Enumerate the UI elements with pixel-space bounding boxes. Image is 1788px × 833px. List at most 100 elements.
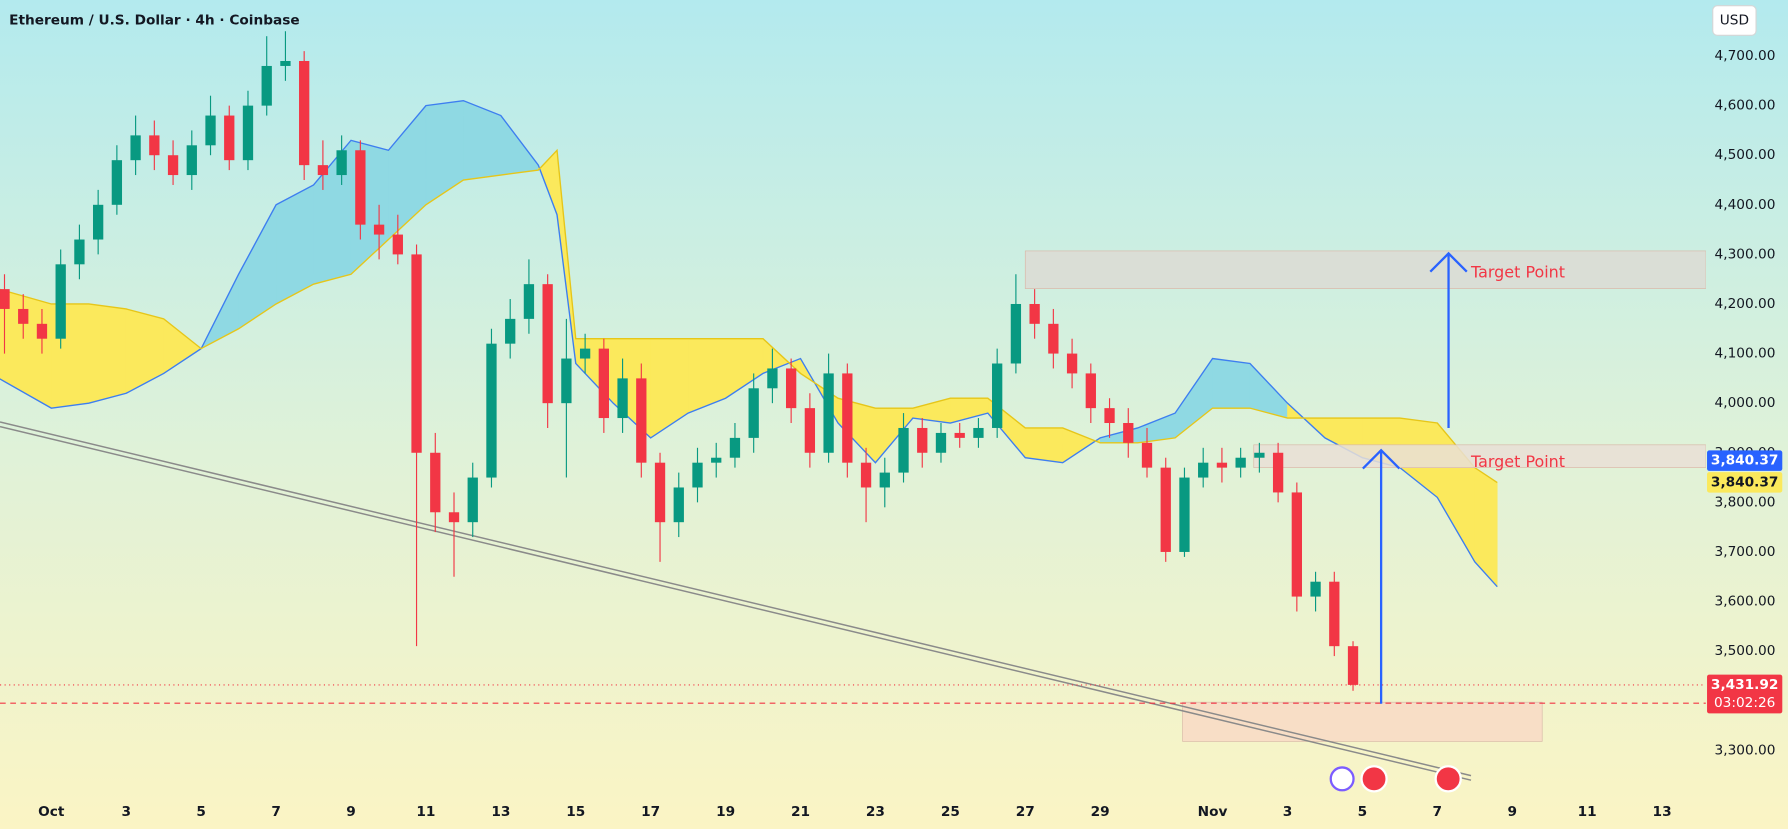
zone <box>1024 250 1706 289</box>
x-tick-label: 7 <box>1433 804 1443 820</box>
trendline <box>0 421 1472 777</box>
candle-body <box>636 378 647 463</box>
event-icon[interactable] <box>1434 765 1462 793</box>
price-label-box <box>1707 450 1783 471</box>
candle-body <box>167 155 179 176</box>
x-tick-label: Nov <box>1198 804 1228 820</box>
candle-body <box>1254 452 1265 458</box>
y-tick-label: 4,700.00 <box>1715 48 1776 64</box>
candle-body <box>673 487 684 523</box>
candle-body <box>767 368 778 389</box>
x-tick-label: 3 <box>121 804 131 820</box>
y-tick-label: 3,500.00 <box>1715 643 1776 659</box>
cloud-fill <box>1212 358 1251 409</box>
cloud-fill <box>1024 427 1064 464</box>
candle-body <box>1291 492 1302 597</box>
event-icon[interactable] <box>1360 765 1388 793</box>
y-tick-label: 4,600.00 <box>1715 98 1776 114</box>
candle-body <box>842 373 853 463</box>
x-tick-label: 9 <box>346 804 356 820</box>
x-tick-label: 11 <box>416 804 435 820</box>
candle-body <box>654 462 666 523</box>
candle-body <box>711 457 722 463</box>
x-tick-label: 27 <box>1016 804 1035 820</box>
candle-body <box>336 150 347 176</box>
candle-body <box>935 432 947 453</box>
candle-body <box>1085 373 1096 409</box>
last-price-label: 3,431.92 <box>1711 677 1778 693</box>
x-tick-label: 13 <box>1653 804 1672 820</box>
y-tick-label: 4,400.00 <box>1715 197 1776 213</box>
candle-body <box>448 512 460 523</box>
x-tick-label: 25 <box>941 804 960 820</box>
candle-body <box>1029 303 1040 324</box>
y-tick-label: 3,300.00 <box>1715 742 1776 758</box>
candle-body <box>505 318 516 344</box>
candle-body <box>617 378 628 419</box>
y-tick-label: 4,300.00 <box>1715 246 1776 262</box>
candle-body <box>729 437 741 458</box>
arrow-head <box>1429 251 1468 273</box>
candle-body <box>1198 462 1209 478</box>
candle-body <box>186 145 197 176</box>
candle-body <box>299 60 310 166</box>
candle-body <box>1141 442 1153 468</box>
candle-body <box>74 239 85 265</box>
currency-button[interactable] <box>1712 5 1757 36</box>
x-tick-label: 15 <box>566 804 585 820</box>
annotation: Target Point <box>1470 452 1565 471</box>
y-tick-label: 4,000.00 <box>1715 395 1776 411</box>
candle-body <box>1104 408 1115 424</box>
x-tick-label: 3 <box>1283 804 1293 820</box>
currency[interactable]: USD <box>1720 13 1749 29</box>
candle-body <box>92 204 104 240</box>
candle-body <box>1066 353 1078 374</box>
candle-body <box>954 432 965 438</box>
candle-body <box>917 427 928 453</box>
y-tick-label: 3,600.00 <box>1715 594 1776 610</box>
x-tick-label: 19 <box>716 804 735 820</box>
candle-body <box>1216 462 1228 468</box>
candle-body <box>879 472 890 488</box>
candle-body <box>261 65 272 106</box>
candle-body <box>36 323 48 339</box>
chart-title: Ethereum / U.S. Dollar · 4h · Coinbase <box>9 13 300 29</box>
countdown: 03:02:26 <box>1714 695 1775 711</box>
annotation: Target Point <box>1470 263 1565 282</box>
candle-body <box>111 160 123 205</box>
x-tick-label: 17 <box>641 804 660 820</box>
candle-body <box>1347 646 1359 685</box>
cloud-line <box>0 148 1498 484</box>
candle-body <box>486 343 497 478</box>
candle-body <box>804 408 816 453</box>
x-tick-label: 21 <box>791 804 810 820</box>
zone <box>1182 701 1543 742</box>
last-price-box <box>1707 674 1783 714</box>
y-tick-label: 3,700.00 <box>1715 544 1776 560</box>
candle-body <box>317 165 329 176</box>
candle-body <box>1310 581 1321 597</box>
candle-body <box>579 348 591 359</box>
candle-body <box>860 462 872 488</box>
plot-area: Target Point Target Point <box>0 31 1706 781</box>
candle-body <box>992 363 1003 428</box>
y-tick-label: 4,500.00 <box>1715 147 1776 163</box>
y-tick-label: 4,200.00 <box>1715 296 1776 312</box>
event-icon[interactable] <box>1329 766 1355 792</box>
candle-body <box>823 373 834 453</box>
candle-body <box>55 264 66 339</box>
candle-body <box>205 115 216 146</box>
x-tick-label: 29 <box>1091 804 1110 820</box>
x-tick-label: 5 <box>196 804 206 820</box>
x-tick-label: 9 <box>1507 804 1517 820</box>
x-tick-label: 13 <box>491 804 510 820</box>
y-tick-label: 4,100.00 <box>1715 346 1776 362</box>
candle-body <box>1329 581 1340 647</box>
candle-body <box>785 368 797 409</box>
candle-body <box>898 427 909 473</box>
x-tick-label: 7 <box>271 804 281 820</box>
candle-body <box>542 284 553 404</box>
candle-body <box>430 452 441 513</box>
candle-body <box>149 135 160 156</box>
